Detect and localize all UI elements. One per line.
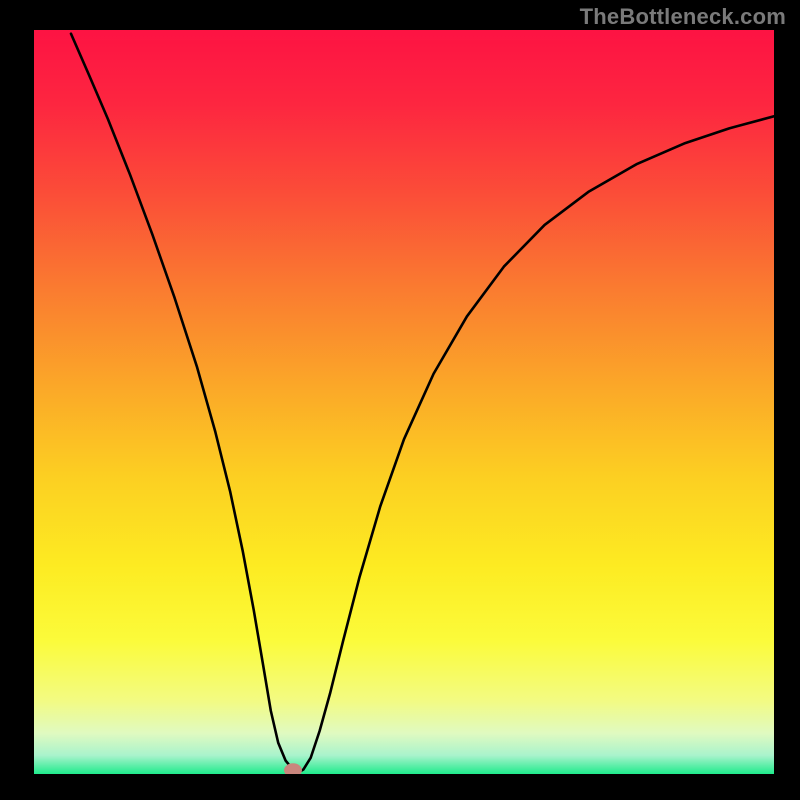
bottleneck-curve-plot [34,30,774,774]
watermark-text: TheBottleneck.com [580,4,786,30]
chart-frame: TheBottleneck.com [0,0,800,800]
plot-background [34,30,774,774]
